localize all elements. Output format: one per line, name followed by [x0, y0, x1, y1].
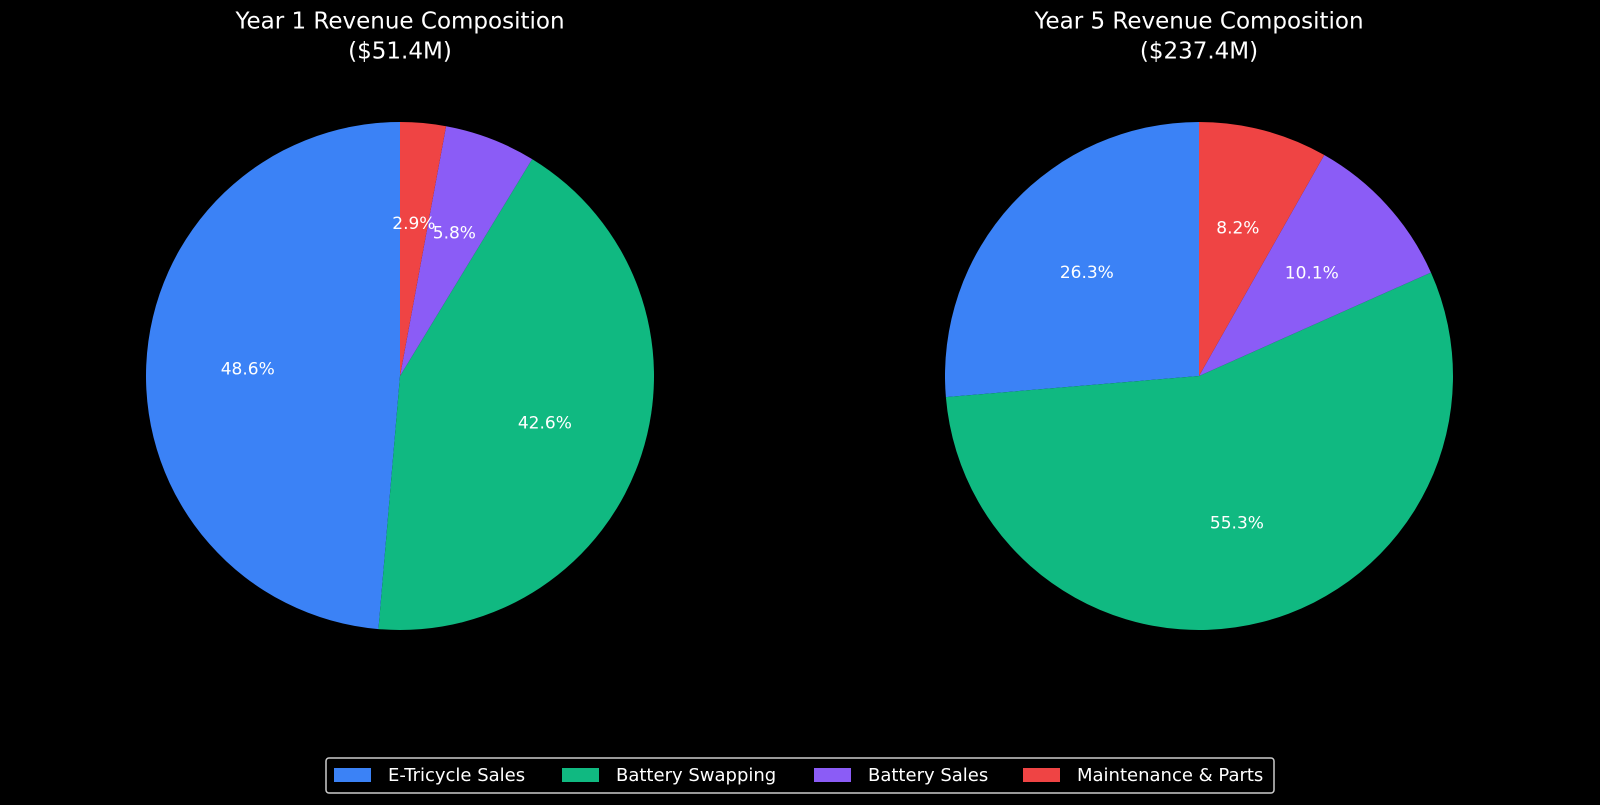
pie-slice: [945, 272, 1454, 631]
chart-title: ($237.4M): [1140, 39, 1258, 65]
value-label: 48.6%: [221, 360, 275, 380]
pie-slice: [400, 122, 447, 376]
pie-slice: [945, 122, 1199, 398]
value-label: 10.1%: [1285, 264, 1339, 284]
value-label: 8.2%: [1216, 219, 1259, 239]
legend-label: E-Tricycle Sales: [388, 765, 525, 786]
legend-swatch: [1023, 768, 1060, 782]
legend-swatch: [814, 768, 851, 782]
pie-slice: [145, 122, 400, 630]
legend-label: Battery Sales: [868, 765, 988, 786]
chart-title: Year 5 Revenue Composition: [1033, 9, 1363, 35]
legend-label: Maintenance & Parts: [1077, 765, 1263, 786]
legend-swatch: [562, 768, 599, 782]
pie-slice: [400, 126, 533, 376]
chart-title: ($51.4M): [348, 39, 452, 65]
value-label: 2.9%: [392, 214, 435, 234]
pie-slice: [1199, 155, 1431, 376]
value-label: 55.3%: [1210, 514, 1264, 534]
value-label: 42.6%: [518, 413, 572, 433]
legend-swatch: [334, 768, 371, 782]
pie-slice: [1199, 122, 1325, 376]
chart-title: Year 1 Revenue Composition: [234, 9, 564, 35]
value-label: 5.8%: [433, 224, 476, 244]
pie-slice: [378, 159, 655, 630]
value-label: 26.3%: [1060, 263, 1114, 283]
legend-box: [325, 757, 1275, 794]
legend-label: Battery Swapping: [616, 765, 776, 786]
